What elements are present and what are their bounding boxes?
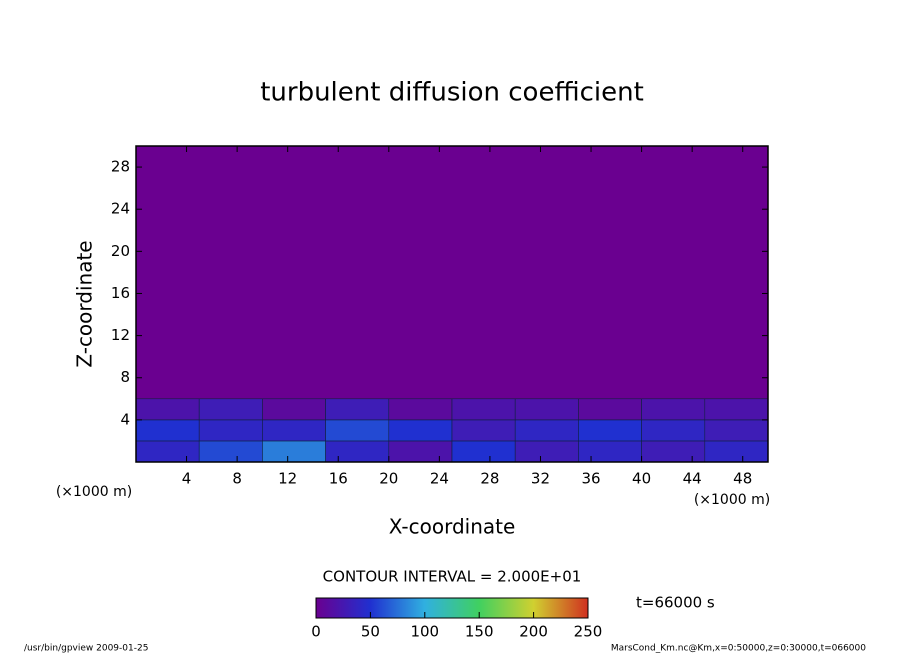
field-cell: [388, 419, 453, 442]
field-cell: [325, 419, 390, 442]
x-tick-label: 16: [329, 470, 348, 488]
x-tick-label: 24: [430, 470, 449, 488]
x-tick-label: 40: [632, 470, 651, 488]
field-cell: [451, 419, 516, 442]
field-cell: [325, 398, 390, 421]
colorbar: [315, 597, 589, 619]
field-cell: [578, 419, 642, 442]
contour-interval: CONTOUR INTERVAL = 2.000E+01: [323, 568, 582, 586]
field-cell: [578, 440, 642, 463]
field-cell: [641, 419, 706, 442]
y-tick-label: 4: [120, 410, 130, 428]
colorbar-tick-label: 200: [519, 623, 548, 641]
field-cell: [135, 398, 200, 421]
y-tick-label: 16: [111, 284, 130, 302]
field-cell: [198, 419, 263, 442]
field-cell: [641, 440, 706, 463]
time-label: t=66000 s: [636, 594, 715, 612]
y-tick-label: 8: [120, 368, 130, 386]
field-cell: [451, 440, 516, 463]
field-cell: [514, 398, 579, 421]
field-cell: [135, 419, 200, 442]
x-tick-label: 8: [232, 470, 242, 488]
colorbar-tick-label: 250: [574, 623, 603, 641]
field-cell: [704, 440, 769, 463]
field-cell: [388, 398, 453, 421]
field-cell: [135, 440, 200, 463]
field-cell: [388, 440, 453, 463]
x-tick-label: 32: [531, 470, 550, 488]
field-cell: [704, 419, 769, 442]
y-axis-label: Z-coordinate: [73, 240, 97, 367]
field-cell: [451, 398, 516, 421]
colorbar-tick-label: 150: [465, 623, 494, 641]
colorbar-tick-label: 100: [410, 623, 439, 641]
x-tick-label: 4: [182, 470, 192, 488]
colorbar-tick-label: 0: [311, 623, 321, 641]
chart-title: turbulent diffusion coefficient: [260, 78, 644, 108]
footer-left: /usr/bin/gpview 2009-01-25: [24, 644, 148, 654]
y-tick-label: 12: [111, 326, 130, 344]
field-cell: [514, 440, 579, 463]
y-tick-label: 20: [111, 242, 130, 260]
x-tick-label: 48: [733, 470, 752, 488]
field-cell: [641, 398, 706, 421]
field-cell: [325, 440, 390, 463]
plot-frame: [135, 145, 769, 463]
x-tick-label: 36: [581, 470, 600, 488]
y-unit: (×1000 m): [56, 484, 132, 500]
colorbar-tick-label: 50: [361, 623, 380, 641]
y-tick-label: 24: [111, 200, 130, 218]
x-tick-label: 20: [379, 470, 398, 488]
footer-right: MarsCond_Km.nc@Km,x=0:50000,z=0:30000,t=…: [611, 644, 866, 654]
y-tick-label: 28: [111, 158, 130, 176]
field-cell: [704, 398, 769, 421]
field-cell: [514, 419, 579, 442]
x-tick-label: 44: [683, 470, 702, 488]
field-cell: [262, 398, 326, 421]
x-axis-label: X-coordinate: [389, 515, 516, 539]
field-cell: [262, 419, 326, 442]
field-cell: [262, 440, 326, 463]
field-cell: [578, 398, 642, 421]
field-cell: [198, 398, 263, 421]
x-unit: (×1000 m): [694, 492, 770, 508]
field-cell: [198, 440, 263, 463]
x-tick-label: 28: [480, 470, 499, 488]
x-tick-label: 12: [278, 470, 297, 488]
